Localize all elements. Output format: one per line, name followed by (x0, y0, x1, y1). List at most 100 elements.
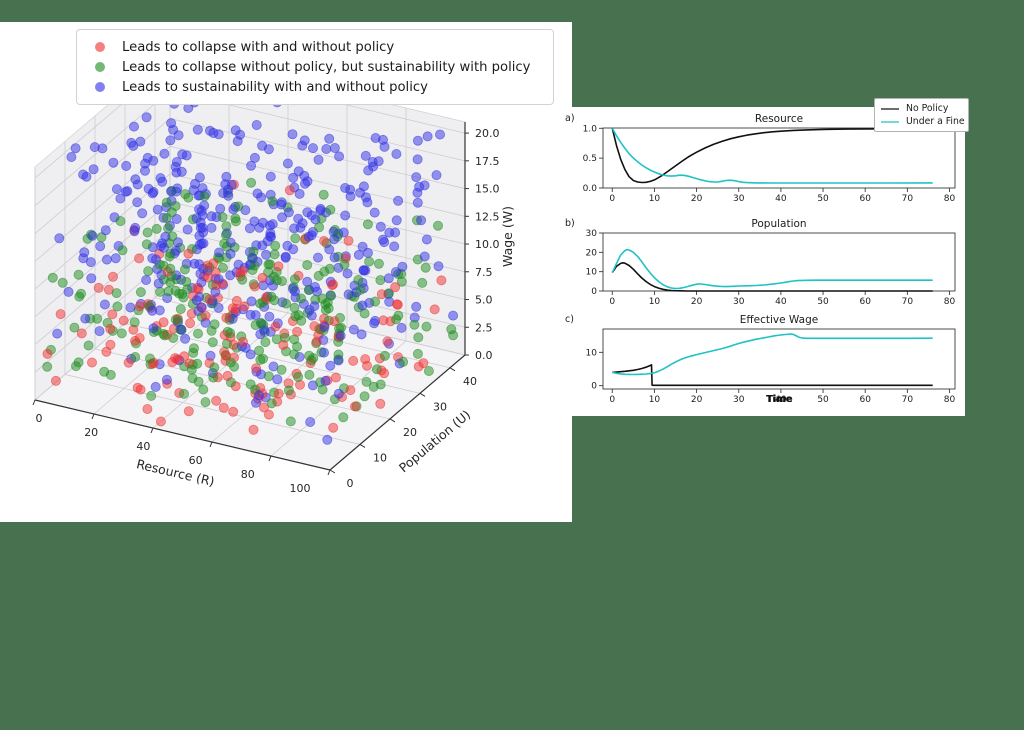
scatter-point (142, 227, 153, 238)
y-tick-label: 20 (586, 248, 598, 258)
legend-item: Leads to collapse with and without polic… (89, 37, 543, 57)
scatter-point (335, 330, 346, 341)
scatter-point (358, 265, 369, 276)
scatter-point (132, 179, 143, 190)
scatter-point (302, 276, 313, 287)
x-tick-label: 30 (733, 194, 745, 204)
scatter-point (143, 266, 154, 277)
scatter-point (288, 244, 299, 255)
scatter-point (76, 288, 87, 299)
cyan-line-icon (881, 120, 899, 123)
scatter-point (296, 293, 307, 304)
scatter-point (320, 375, 331, 386)
y-tick-label: 30 (586, 229, 598, 239)
scatter-point (390, 227, 401, 238)
scatter-point (292, 326, 303, 337)
scatter-point (198, 384, 209, 395)
scatter-point (117, 245, 128, 256)
scatter-point (370, 315, 381, 326)
y-tick-label: 0 (591, 287, 597, 297)
scatter-point (50, 375, 61, 386)
z-tick-label: 12.5 (475, 210, 500, 223)
scatter-point (150, 254, 161, 265)
scatter-point (270, 240, 281, 251)
scatter-point (293, 371, 304, 382)
scatter-point (325, 204, 336, 215)
scatter-point (139, 165, 150, 176)
x-tick-label: 0 (609, 194, 615, 204)
scatter-point (220, 229, 231, 240)
scatter-point (87, 230, 98, 241)
scatter-point (282, 158, 293, 169)
x-tick-label: 60 (859, 395, 871, 405)
scatter-point (314, 222, 325, 233)
scatter-point (287, 283, 298, 294)
scatter-point (421, 321, 432, 332)
scatter-point (111, 184, 122, 195)
scatter-point (299, 178, 310, 189)
scatter-point (255, 317, 266, 328)
scatter-point (155, 173, 166, 184)
scatter-point (105, 369, 116, 380)
x-tick-label: 10 (649, 194, 661, 204)
z-axis-label: Wage (W) (500, 206, 515, 267)
scatter-point (148, 323, 159, 334)
x-tick-label: 80 (944, 194, 956, 204)
z-tick-label: 15.0 (475, 183, 500, 196)
y-tick-label: 40 (463, 375, 477, 388)
scatter-point (409, 319, 420, 330)
scatter-point (196, 302, 207, 313)
scatter-point (239, 301, 250, 312)
scatter-point (269, 249, 280, 260)
scatter-point (194, 172, 205, 183)
scatter-point (391, 149, 402, 160)
scatter-point (115, 193, 126, 204)
scatter-point (175, 304, 186, 315)
scatter-point (107, 309, 118, 320)
z-tick-label: 17.5 (475, 155, 500, 168)
x-tick-label: 30 (733, 297, 745, 307)
timeseries-panel: Resource 0.0 0.5 1.0 0 10 20 30 40 50 60 70 80 Popula… (563, 98, 969, 416)
scatter-point (393, 310, 404, 321)
scatter-point (128, 121, 139, 132)
scatter-point (135, 384, 146, 395)
scatter-point (389, 241, 400, 252)
scatter-point (247, 253, 258, 264)
x-tick-label: 40 (136, 440, 150, 453)
scatter-point (323, 303, 334, 314)
scatter-point (193, 376, 204, 387)
scatter-point (69, 322, 80, 333)
scatter-point (356, 329, 367, 340)
scatter-point (420, 262, 431, 273)
scatter-point (206, 211, 217, 222)
scatter-point (355, 284, 366, 295)
scatter-point (142, 403, 153, 414)
scatter-point (189, 258, 200, 269)
legend-item: Leads to collapse without policy, but su… (89, 57, 543, 77)
scatter-point (225, 248, 236, 259)
scatter-point (210, 267, 221, 278)
scatter-point (221, 312, 232, 323)
scatter-point (362, 197, 373, 208)
scatter-point (218, 402, 229, 413)
x-tick-label: 10 (649, 297, 661, 307)
timeseries-plots: Resource 0.0 0.5 1.0 0 10 20 30 40 50 60 70 80 Popula… (583, 113, 956, 405)
scatter-point (345, 191, 356, 202)
scatter-point (200, 397, 211, 408)
scatter-point (108, 157, 119, 168)
legend-label: Under a Fine (906, 116, 965, 127)
scatter-point (414, 181, 425, 192)
x-tick-label: 50 (817, 395, 829, 405)
scatter-point (276, 199, 287, 210)
scatter-point (392, 299, 403, 310)
scatter-point (345, 385, 356, 396)
scatter-point (171, 167, 182, 178)
scatter-point (283, 385, 294, 396)
scatter-point (263, 259, 274, 270)
scatter-point (88, 164, 99, 175)
scatter-point (348, 355, 359, 366)
series-line-under-a-fine (611, 248, 933, 290)
scatter-point (272, 374, 283, 385)
scatter-point (267, 219, 278, 230)
scatter-point (83, 340, 94, 351)
